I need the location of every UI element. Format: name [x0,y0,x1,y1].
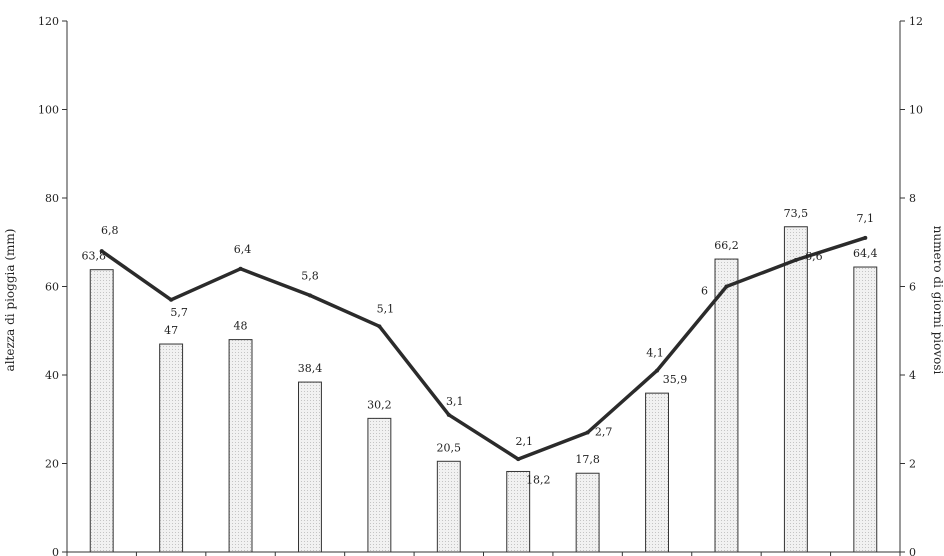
bar [783,226,808,553]
y-right-tick-label: 0 [909,546,916,556]
line-point [724,284,729,289]
line-value-label: 6,8 [101,224,119,237]
bar-value-label: 18,2 [526,473,551,486]
bar-value-label: 35,9 [663,373,688,386]
bar [645,392,669,553]
bar-value-label: 47 [164,324,178,337]
line-value-label: 7,1 [857,212,875,225]
line-value-label: 5,7 [170,306,188,319]
y-axis-left-title: altezza di pioggia (mm) [3,229,17,372]
data-labels: 63,8 47 48 38,4 30,2 20,5 18,2 17,8 35,9 66,2 73,5… [81,207,877,487]
y-right-tick-label: 8 [909,192,916,205]
bar-series [89,226,878,553]
bar [436,460,461,553]
line-value-label: 6 [701,285,708,298]
line-point [793,257,798,262]
bar-value-label: 73,5 [784,207,809,220]
y-right-tick-label: 12 [909,15,923,28]
line-point [585,430,590,435]
bar-value-label: 48 [234,320,248,333]
bar [298,381,322,553]
bar [367,417,392,553]
y-left-tick-label: 40 [45,369,59,382]
y-right-tick-label: 6 [909,281,916,294]
y-left-tick-label: 0 [52,546,59,556]
y-left-tick-label: 80 [45,192,59,205]
line-point [446,412,451,417]
line-point [863,235,868,240]
bar-value-label: 38,4 [298,362,323,375]
line-value-label: 6,6 [805,250,823,263]
bar-value-label: 64,4 [853,247,878,260]
y-right-tick-label: 10 [909,104,923,117]
line-point [516,457,521,462]
y-axis-right-title: numero di giorni piovosi [931,226,944,375]
y-right-tick-label: 2 [909,458,916,471]
y-left-tick-label: 20 [45,458,59,471]
line-point [655,368,660,373]
bar-value-label: 17,8 [575,453,600,466]
line-point [307,293,312,298]
y-left-tick-label: 100 [38,104,59,117]
bar-value-label: 66,2 [714,239,739,252]
line-point [238,266,243,271]
bar-value-label: 30,2 [367,398,392,411]
line-point [169,297,174,302]
line-value-label: 5,1 [377,302,395,315]
bar [228,339,253,553]
axes: 0 20 40 60 80 100 120 0 2 4 6 8 10 12 [38,15,923,556]
line-value-label: 2,1 [515,435,533,448]
line-value-label: 6,4 [234,243,252,256]
line-value-label: 4,1 [646,347,664,360]
bar [89,269,114,553]
line-value-label: 5,8 [301,269,319,282]
bar-value-label: 63,8 [81,250,106,263]
line-series [99,235,868,462]
rainy-days-line [99,236,868,461]
line-value-label: 2,7 [595,426,613,439]
y-left-tick-label: 120 [38,15,59,28]
y-right-tick-label: 4 [909,369,916,382]
bar [506,470,531,553]
y-left-tick-label: 60 [45,281,59,294]
bar [714,258,739,553]
bar-value-label: 20,5 [437,441,462,454]
bar [575,472,600,553]
line-point [377,324,382,329]
line-point [99,249,104,254]
bar [853,266,878,553]
line-value-label: 3,1 [446,395,464,408]
bar [159,343,184,553]
